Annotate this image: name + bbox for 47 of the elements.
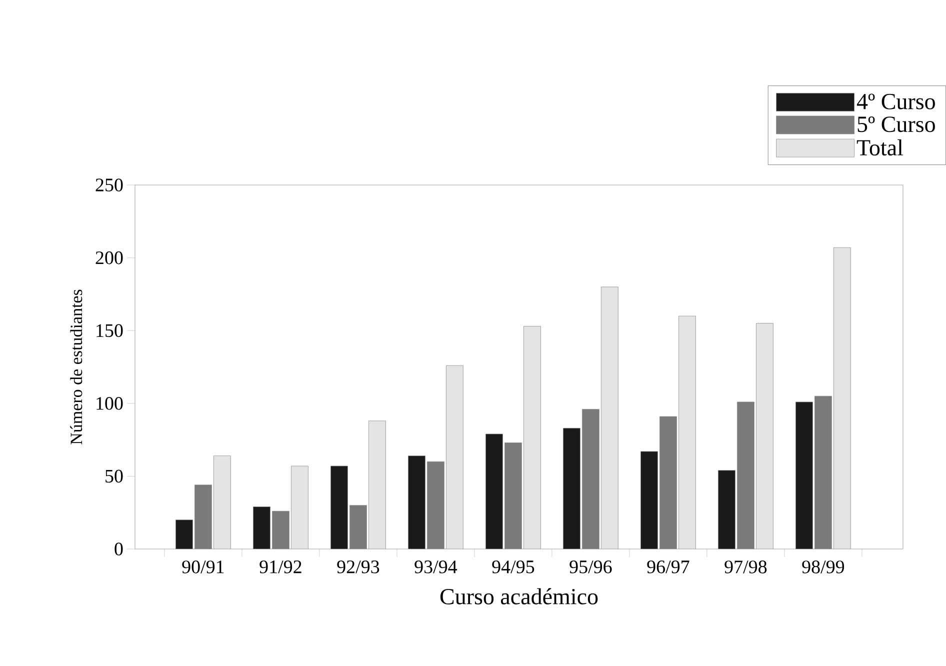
y-tick-label: 0 — [114, 542, 123, 556]
y-tick-label: 100 — [96, 396, 123, 410]
bar — [737, 402, 754, 549]
bar — [660, 416, 677, 549]
bar — [678, 316, 696, 549]
x-tick-label: 91/92 — [260, 560, 302, 574]
y-axis-title: Número de estudiantes — [70, 290, 82, 444]
bar — [640, 451, 658, 549]
bar — [524, 326, 541, 549]
bar — [718, 470, 736, 549]
x-tick-label: 90/91 — [182, 560, 224, 574]
x-tick-label: 94/95 — [492, 560, 534, 574]
bar — [582, 409, 600, 549]
x-tick-label: 98/99 — [802, 560, 844, 574]
x-tick-label: 95/96 — [570, 560, 612, 574]
y-tick-label: 250 — [96, 178, 123, 192]
bar — [814, 396, 832, 549]
bar — [194, 484, 212, 549]
bar — [601, 286, 618, 549]
bar — [486, 434, 503, 549]
bar — [563, 428, 580, 549]
y-tick-label: 200 — [96, 251, 123, 264]
bar — [272, 511, 290, 549]
y-tick-label: 150 — [96, 324, 123, 338]
x-tick-label: 93/94 — [414, 560, 458, 574]
bar — [427, 462, 444, 549]
bar — [350, 505, 367, 549]
bar — [756, 323, 774, 549]
y-tick-label: 50 — [106, 470, 123, 483]
legend-label: 5º Curso — [858, 116, 935, 132]
bar — [795, 402, 813, 549]
bar — [330, 466, 348, 549]
x-tick-label: 96/97 — [647, 560, 690, 574]
bar — [176, 520, 193, 549]
bar — [446, 366, 464, 549]
legend-label: 4º Curso — [856, 94, 935, 110]
bar — [214, 456, 231, 549]
bar — [368, 420, 386, 549]
bar — [253, 506, 270, 549]
bar — [408, 456, 426, 549]
bar — [504, 442, 522, 549]
x-tick-label: 92/93 — [337, 560, 380, 574]
bar — [833, 247, 851, 549]
x-tick-label: 97/98 — [724, 560, 767, 574]
x-axis-title: Curso académico — [440, 588, 598, 604]
bar — [291, 466, 308, 549]
legend-label: Total — [856, 139, 903, 156]
